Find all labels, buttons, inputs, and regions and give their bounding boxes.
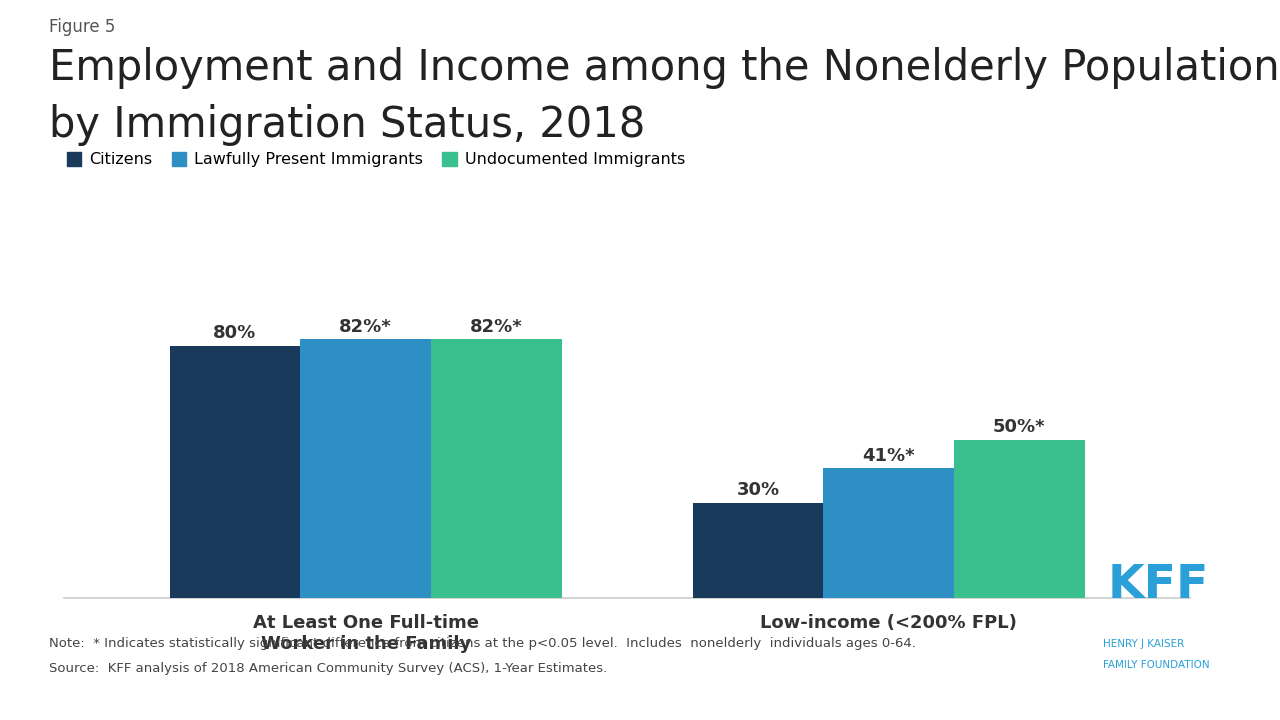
Text: 80%: 80% xyxy=(214,324,256,342)
Text: FAMILY FOUNDATION: FAMILY FOUNDATION xyxy=(1103,660,1210,670)
Legend: Citizens, Lawfully Present Immigrants, Undocumented Immigrants: Citizens, Lawfully Present Immigrants, U… xyxy=(60,146,691,174)
Text: 50%*: 50%* xyxy=(993,418,1046,436)
Bar xyxy=(823,469,954,598)
Text: Source:  KFF analysis of 2018 American Community Survey (ACS), 1-Year Estimates.: Source: KFF analysis of 2018 American Co… xyxy=(49,662,607,675)
Text: HENRY J KAISER: HENRY J KAISER xyxy=(1103,639,1184,649)
Text: by Immigration Status, 2018: by Immigration Status, 2018 xyxy=(49,104,645,146)
Text: KFF: KFF xyxy=(1107,563,1208,608)
Text: 41%*: 41%* xyxy=(863,446,915,464)
Bar xyxy=(431,339,562,598)
Bar xyxy=(301,339,431,598)
Bar xyxy=(954,440,1085,598)
Text: 30%: 30% xyxy=(736,481,780,500)
Text: 82%*: 82%* xyxy=(339,318,392,336)
Bar xyxy=(169,346,301,598)
Text: 82%*: 82%* xyxy=(470,318,522,336)
Bar xyxy=(692,503,823,598)
Text: Note:  * Indicates statistically significant difference from citizens at the p<0: Note: * Indicates statistically signific… xyxy=(49,637,915,650)
Text: Employment and Income among the Nonelderly Population: Employment and Income among the Nonelder… xyxy=(49,47,1279,89)
Text: Figure 5: Figure 5 xyxy=(49,18,115,36)
